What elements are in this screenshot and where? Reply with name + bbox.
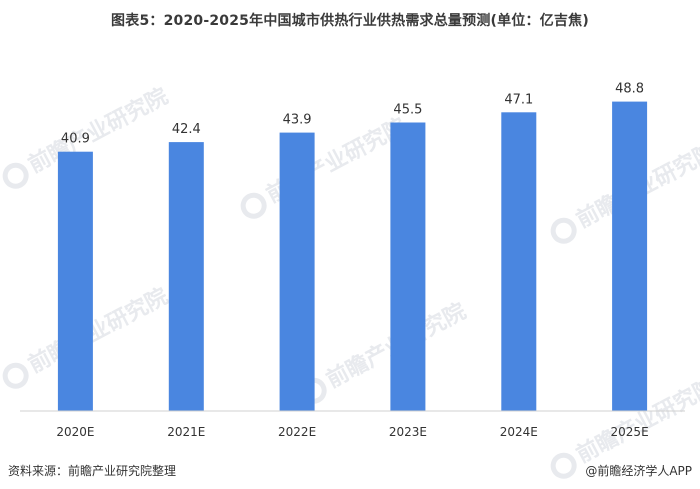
bar-2020E: [57, 151, 93, 411]
x-tick-label-2022E: 2022E: [278, 425, 316, 439]
value-label-2025E: 48.8: [615, 82, 644, 97]
value-label-2024E: 47.1: [504, 92, 533, 107]
bar-2022E: [279, 132, 315, 411]
bars-group: [57, 101, 648, 412]
x-tick-labels-group: 2020E 2021E 2022E 2023E 2024E 2025E: [56, 425, 648, 439]
x-tick-label-2021E: 2021E: [167, 425, 205, 439]
bar-2024E: [501, 112, 537, 412]
bar-2023E: [390, 122, 426, 411]
bar-2025E: [612, 101, 648, 411]
x-tick-label-2020E: 2020E: [56, 425, 94, 439]
chart-title: 图表5：2020-2025年中国城市供热行业供热需求总量预测(单位：亿吉焦): [111, 13, 589, 29]
x-tick-label-2025E: 2025E: [611, 425, 649, 439]
value-label-2022E: 43.9: [283, 113, 312, 128]
bar-2021E: [168, 142, 204, 411]
x-tick-label-2023E: 2023E: [389, 425, 427, 439]
value-label-2023E: 45.5: [393, 103, 422, 118]
brand-note: @前瞻经济学人APP: [585, 464, 692, 478]
source-note: 资料来源：前瞻产业研究院整理: [8, 464, 177, 478]
value-label-2020E: 40.9: [61, 132, 90, 147]
value-label-2021E: 42.4: [172, 122, 201, 137]
value-labels-group: 40.9 42.4 43.9 45.5 47.1 48.8: [61, 82, 644, 147]
x-tick-label-2024E: 2024E: [500, 425, 538, 439]
